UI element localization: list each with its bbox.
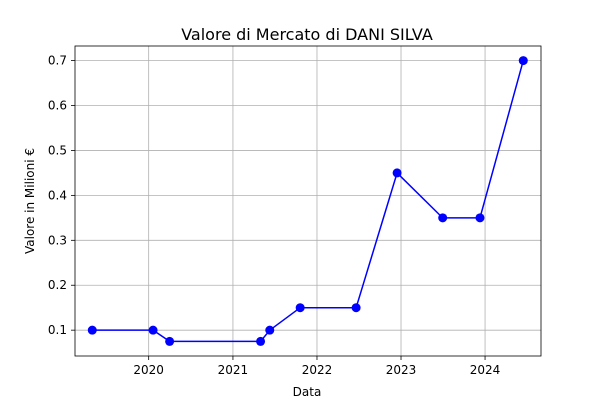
x-tick-label: 2022 — [302, 363, 333, 377]
y-tick-label: 0.5 — [48, 143, 67, 157]
y-tick-label: 0.1 — [48, 323, 67, 337]
x-tick-label: 2023 — [386, 363, 417, 377]
data-point — [351, 303, 361, 313]
data-point — [148, 325, 158, 335]
y-axis: 0.1 0.2 0.3 0.4 0.5 0.6 0.7 — [48, 54, 75, 337]
y-tick-label: 0.2 — [48, 278, 67, 292]
data-point — [295, 303, 305, 313]
data-point — [265, 325, 275, 335]
data-point — [518, 56, 528, 66]
chart-title: Valore di Mercato di DANI SILVA — [181, 25, 433, 44]
y-tick-label: 0.4 — [48, 188, 67, 202]
data-point — [438, 213, 448, 223]
series-value — [87, 56, 528, 346]
data-point — [475, 213, 485, 223]
y-tick-label: 0.6 — [48, 99, 67, 113]
x-axis-label: Data — [293, 385, 322, 399]
data-point — [87, 325, 97, 335]
y-tick-label: 0.3 — [48, 233, 67, 247]
y-axis-label: Valore in Milioni € — [23, 148, 37, 254]
x-tick-label: 2021 — [218, 363, 249, 377]
data-point — [392, 168, 402, 178]
data-point — [256, 336, 266, 346]
y-tick-label: 0.7 — [48, 54, 67, 68]
axes-frame — [74, 45, 542, 357]
x-axis: 2020 2021 2022 2023 2024 — [133, 356, 500, 377]
x-tick-label: 2020 — [133, 363, 164, 377]
data-point — [165, 336, 175, 346]
x-tick-label: 2024 — [470, 363, 501, 377]
